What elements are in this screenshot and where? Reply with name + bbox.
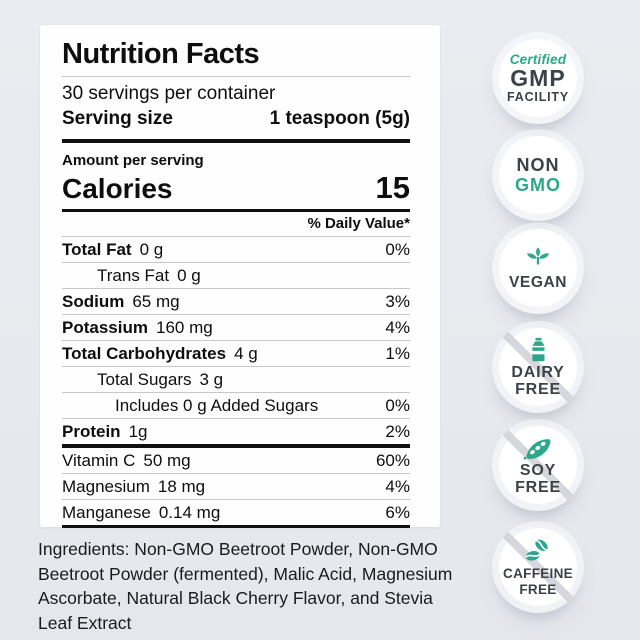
caffeine-free-line1: CAFFEINE	[503, 565, 573, 581]
gmp-facility-text: FACILITY	[507, 89, 569, 104]
non-gmo-line1: NON	[516, 155, 560, 175]
soy-free-line1: SOY	[519, 461, 557, 479]
gmp-certified-text: Certified	[509, 51, 567, 67]
badge-non-gmo: NON GMO	[492, 129, 584, 221]
coffee-beans-icon	[525, 539, 548, 561]
calories-label: Calories	[62, 173, 173, 204]
serving-size-row: Serving size 1 teaspoon (5g)	[62, 106, 410, 131]
nutrient-row-sodium: Sodium 65 mg 3%	[62, 289, 410, 315]
badge-vegan: VEGAN	[492, 222, 584, 314]
serving-size-value: 1 teaspoon (5g)	[269, 108, 410, 129]
badge-circle	[499, 229, 577, 307]
daily-value-header: % Daily Value*	[62, 212, 410, 237]
nutrient-row-trans-fat: Trans Fat 0 g	[62, 263, 410, 289]
milk-carton-icon	[532, 337, 545, 361]
nutrition-facts-panel: Nutrition Facts 30 servings per containe…	[40, 25, 440, 528]
vitamin-row-manganese: Manganese 0.14 mg 6%	[62, 502, 410, 522]
badge-caffeine-free: CAFFEINE FREE	[492, 521, 584, 613]
medium-rule	[62, 524, 410, 528]
nutrient-row-total-fat: Total Fat 0 g 0%	[62, 237, 410, 263]
badge-circle	[499, 39, 577, 117]
non-gmo-line2: GMO	[515, 175, 561, 195]
medium-rule	[62, 444, 410, 448]
badge-circle	[499, 136, 577, 214]
caffeine-free-line2: FREE	[519, 581, 557, 597]
badge-dairy-free: DAIRY FREE	[492, 321, 584, 413]
dairy-free-line1: DAIRY	[511, 363, 565, 381]
nutrient-row-total-sugars: Total Sugars 3 g	[62, 367, 410, 393]
badge-soy-free: SOY FREE	[492, 419, 584, 511]
ingredients-line: Beetroot Powder (fermented), Malic Acid,…	[38, 563, 453, 584]
gmp-text: GMP	[510, 64, 566, 91]
nutrient-row-protein: Protein 1g 2%	[62, 422, 410, 441]
serving-size-label: Serving size	[62, 108, 173, 129]
dairy-free-line2: FREE	[515, 380, 561, 398]
ingredients-line: Ascorbate, Natural Black Cherry Flavor, …	[38, 588, 433, 608]
vegan-text: VEGAN	[508, 273, 568, 291]
medium-rule	[62, 209, 410, 212]
nutrient-row-carbohydrates: Total Carbohydrates 4 g 1%	[62, 341, 410, 367]
sprout-leaf-icon	[526, 246, 550, 264]
nutrition-facts-title: Nutrition Facts	[62, 38, 260, 70]
vitamin-row-vitamin-c: Vitamin C 50 mg 60%	[62, 448, 410, 474]
soy-free-line2: FREE	[515, 478, 561, 496]
servings-per-container: 30 servings per container	[62, 83, 276, 104]
thick-rule	[62, 139, 410, 143]
calories-row: Calories 15	[62, 171, 410, 205]
ingredients-text: Ingredients: Non-GMO Beetroot Powder, No…	[38, 537, 488, 635]
soy-pod-icon	[523, 438, 551, 460]
ingredients-line: Ingredients: Non-GMO Beetroot Powder, No…	[38, 539, 438, 559]
calories-value: 15	[375, 170, 410, 205]
divider	[62, 76, 410, 77]
badge-gmp-facility: Certified GMP FACILITY	[492, 32, 584, 124]
nutrient-row-added-sugars: Includes 0 g Added Sugars 0%	[62, 393, 410, 419]
amount-per-serving-label: Amount per serving	[62, 152, 204, 169]
vitamin-row-magnesium: Magnesium 18 mg 4%	[62, 474, 410, 500]
ingredients-line: Leaf Extract	[38, 612, 132, 633]
nutrient-row-potassium: Potassium 160 mg 4%	[62, 315, 410, 341]
